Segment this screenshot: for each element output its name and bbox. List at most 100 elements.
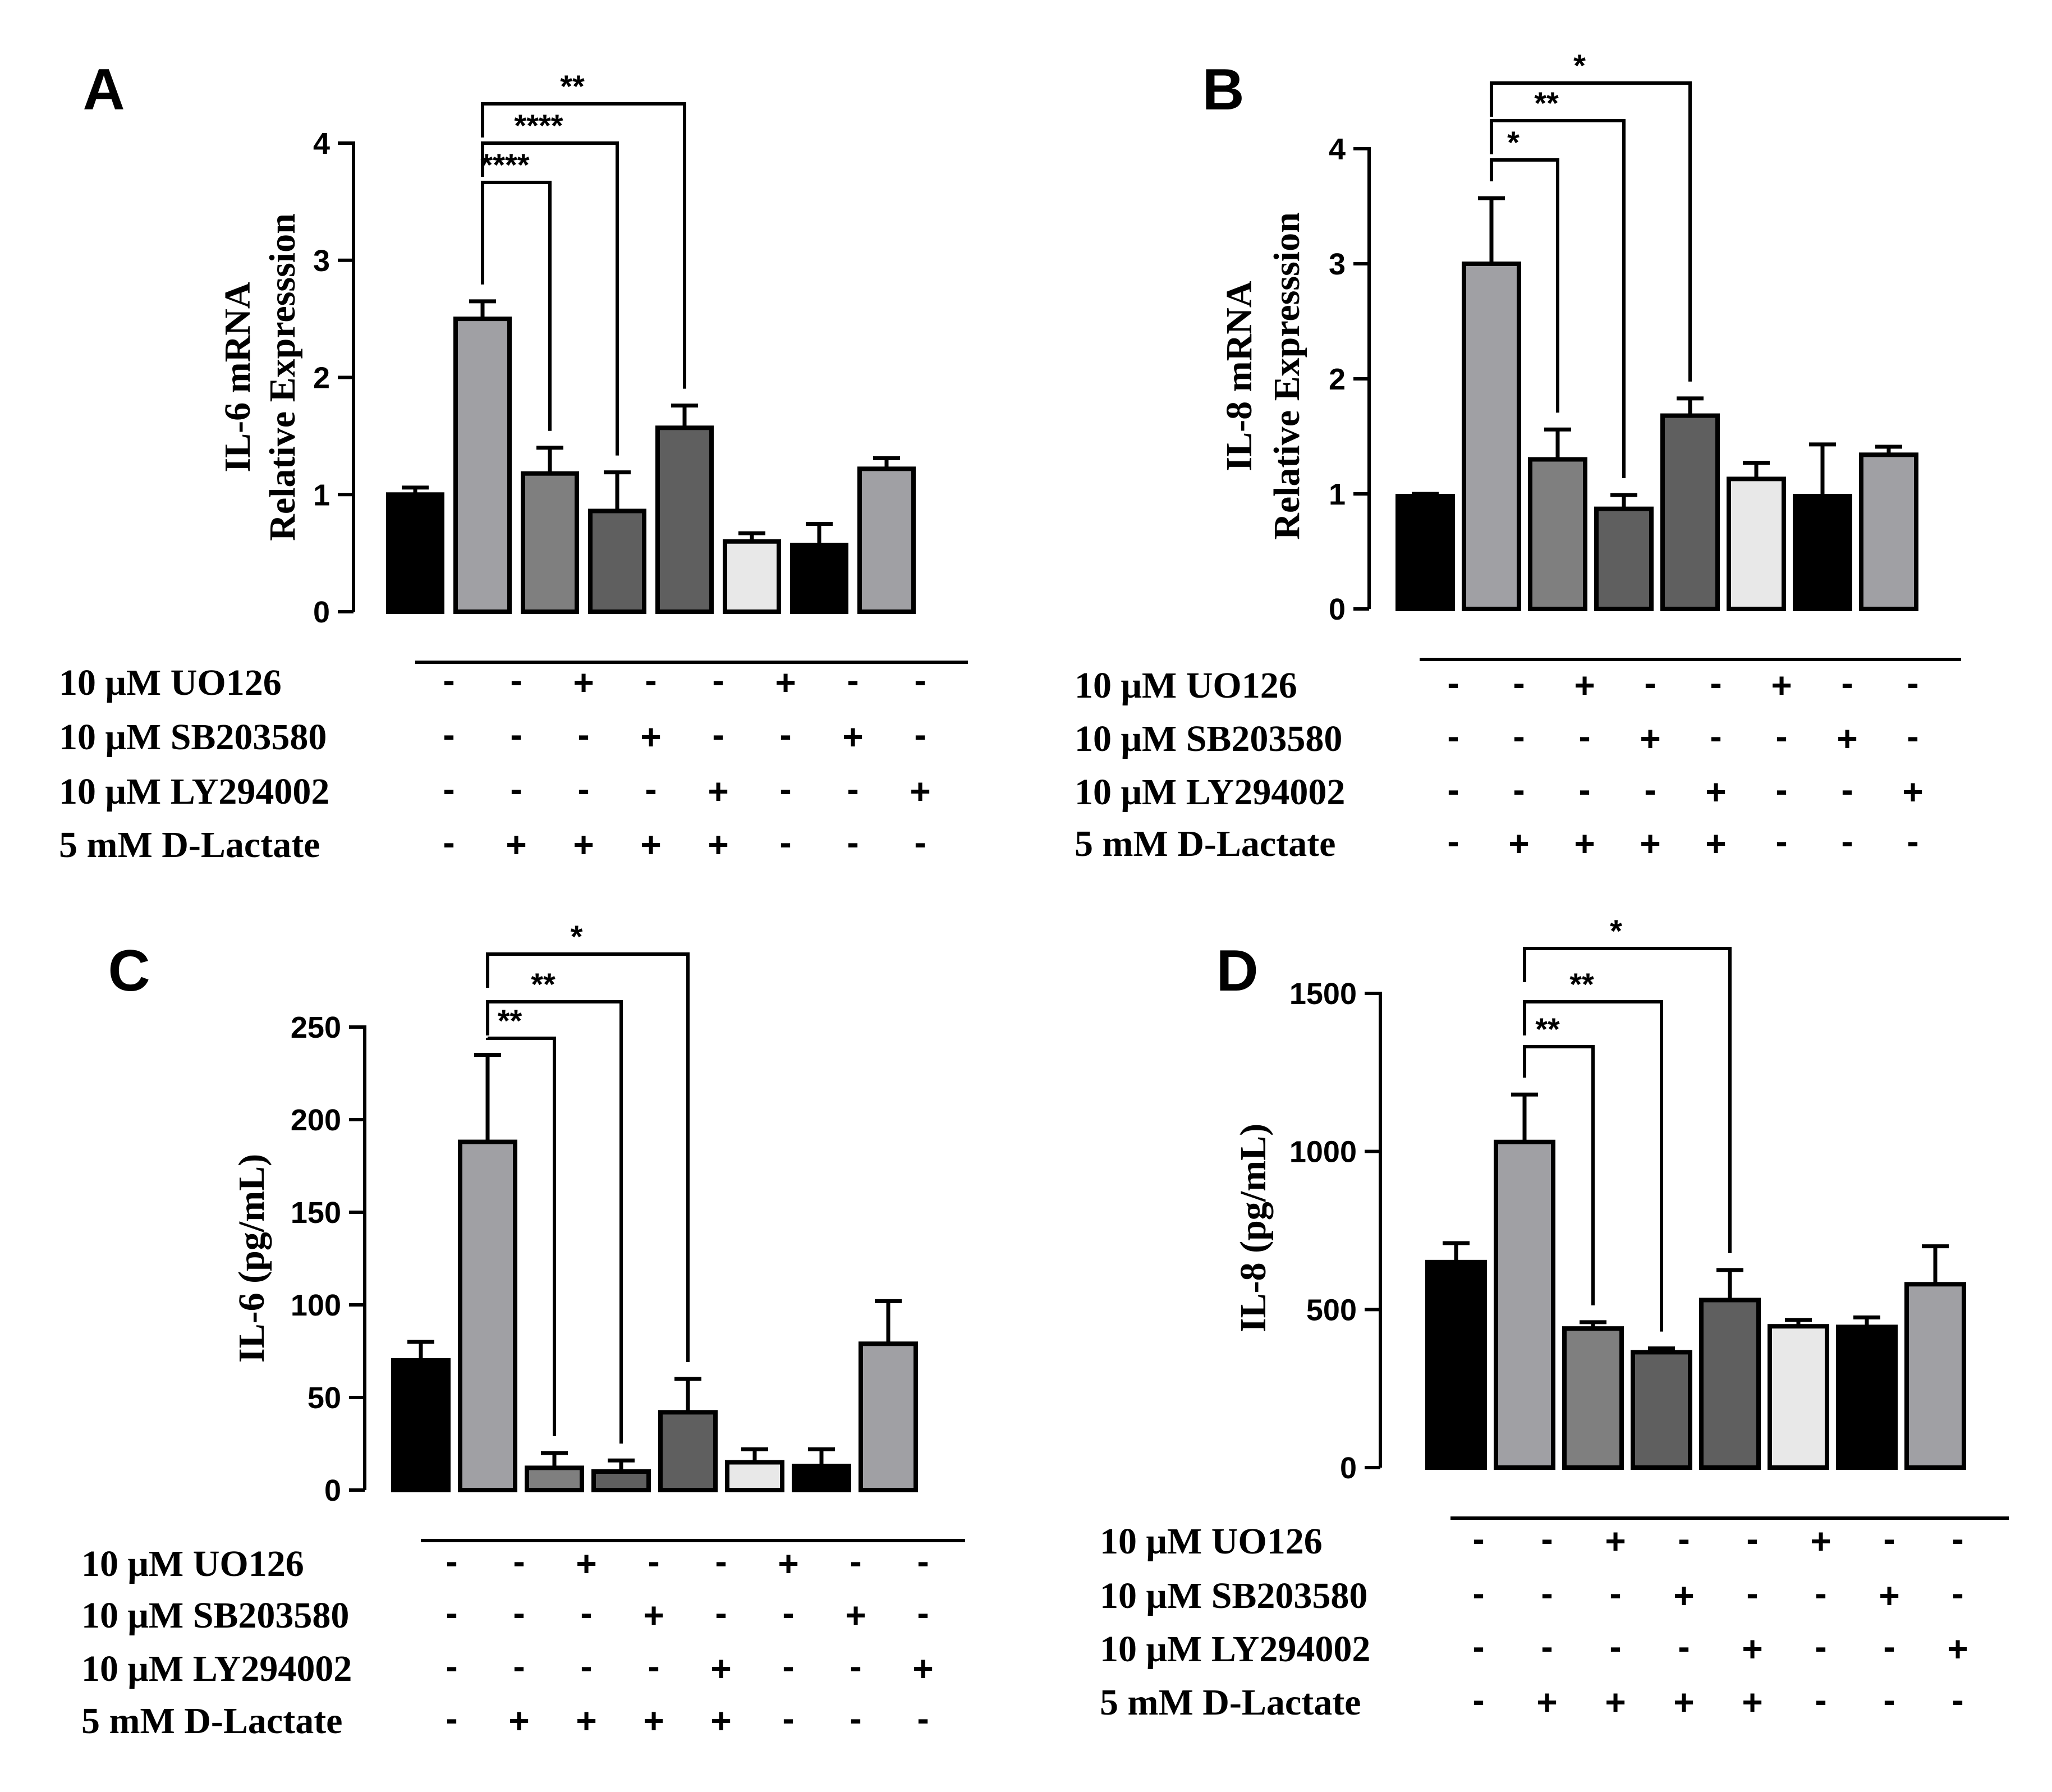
condition-sign: -: [779, 822, 791, 863]
condition-sign: -: [1644, 769, 1656, 810]
y-axis-label: Relative Expresssion: [1266, 212, 1307, 540]
condition-sign: -: [1907, 716, 1918, 757]
condition-sign: +: [1810, 1521, 1831, 1561]
condition-sign: -: [648, 1646, 659, 1686]
error-bar: [402, 485, 429, 495]
error-bar: [1443, 1241, 1470, 1262]
error-bar: [608, 1458, 635, 1472]
bar: [859, 1341, 918, 1493]
condition-sign: +: [1536, 1682, 1557, 1722]
condition-sign: -: [446, 1593, 457, 1633]
condition-sign: +: [640, 824, 661, 865]
error-bar: [808, 1447, 835, 1466]
condition-sign: -: [648, 1541, 659, 1582]
condition-sign: -: [513, 1593, 525, 1633]
bar: [1594, 506, 1654, 612]
error-bar: [1716, 1268, 1743, 1300]
condition-sign: -: [782, 1593, 794, 1633]
condition-sign: -: [1541, 1519, 1553, 1559]
condition-sign: -: [577, 769, 589, 809]
condition-sign: -: [1815, 1573, 1826, 1614]
condition-sign: +: [1673, 1575, 1694, 1616]
condition-sign: -: [1952, 1519, 1963, 1559]
bar: [725, 1460, 784, 1492]
error-bar: [474, 1053, 501, 1142]
y-axis-label: IL-6 mRNA: [217, 282, 258, 472]
y-tick-label: 1500: [1289, 977, 1357, 1011]
error-bar: [1809, 442, 1836, 497]
y-axis-label: IL-6 (pg/mL): [231, 1154, 272, 1363]
condition-sign: +: [1640, 718, 1660, 759]
y-tick-label: 1: [313, 478, 330, 512]
condition-sign: -: [782, 1698, 794, 1739]
condition-sign: +: [1640, 823, 1660, 864]
condition-sign: -: [715, 1593, 727, 1633]
condition-sign: -: [1815, 1626, 1826, 1667]
condition-sign: -: [917, 1698, 929, 1739]
significance-bracket: [481, 102, 686, 389]
bar: [1494, 1139, 1555, 1470]
condition-sign: -: [1609, 1573, 1621, 1614]
condition-sign: -: [446, 1646, 457, 1686]
significance-bracket: [486, 952, 690, 1362]
condition-sign: -: [580, 1593, 592, 1633]
condition-label: 10 μM SB203580: [81, 1595, 349, 1636]
condition-sign: +: [643, 1701, 664, 1741]
condition-sign: -: [1541, 1626, 1553, 1667]
condition-sign: -: [1952, 1573, 1963, 1614]
significance-label: **: [498, 1003, 522, 1038]
bar: [792, 1464, 851, 1493]
condition-sign: +: [1508, 823, 1529, 864]
condition-sign: +: [912, 1648, 933, 1689]
condition-sign: -: [1883, 1680, 1895, 1720]
condition-sign: -: [914, 822, 926, 863]
condition-sign: -: [847, 769, 859, 809]
y-axis-label: Relative Expresssion: [262, 213, 303, 541]
bar: [391, 1358, 451, 1492]
bar: [1793, 494, 1852, 611]
condition-sign: -: [443, 769, 455, 809]
y-tick-label: 0: [1340, 1451, 1357, 1485]
condition-sign: -: [1841, 821, 1853, 861]
condition-sign: +: [708, 771, 728, 812]
bar: [458, 1139, 517, 1492]
condition-sign: +: [775, 662, 796, 703]
condition-sign: +: [1574, 665, 1595, 705]
condition-sign: +: [1902, 772, 1923, 812]
condition-sign: -: [917, 1593, 929, 1633]
significance-bracket: [1490, 81, 1692, 382]
y-tick-label: 50: [307, 1381, 341, 1415]
bar: [1562, 1326, 1624, 1470]
condition-sign: -: [510, 714, 522, 755]
y-tick-label: 1: [1329, 478, 1346, 511]
condition-sign: -: [1513, 769, 1525, 810]
condition-sign: -: [446, 1698, 457, 1739]
error-bar: [1544, 427, 1571, 460]
condition-sign: -: [1775, 769, 1787, 810]
bar: [1660, 413, 1720, 611]
condition-sign: +: [910, 771, 930, 812]
error-bar: [671, 404, 698, 428]
panel-letter: C: [108, 938, 150, 1003]
error-bar: [1922, 1244, 1949, 1285]
y-tick-label: 4: [1329, 132, 1346, 166]
error-bar: [1677, 396, 1704, 416]
error-bar: [1580, 1320, 1606, 1329]
condition-sign: -: [1644, 663, 1656, 703]
condition-sign: +: [576, 1701, 596, 1741]
condition-sign: +: [845, 1595, 866, 1635]
y-tick-label: 100: [291, 1289, 341, 1322]
significance-label: ****: [480, 147, 529, 182]
condition-sign: +: [508, 1701, 529, 1741]
error-bar: [741, 1447, 768, 1463]
significance-label: *: [1507, 125, 1520, 160]
error-bar: [1785, 1318, 1812, 1327]
condition-sign: +: [643, 1595, 664, 1635]
error-bar: [1875, 444, 1902, 455]
error-bar: [1478, 196, 1505, 264]
significance-label: *: [1573, 48, 1586, 83]
condition-sign: +: [1574, 823, 1595, 864]
y-tick-label: 0: [313, 595, 330, 629]
